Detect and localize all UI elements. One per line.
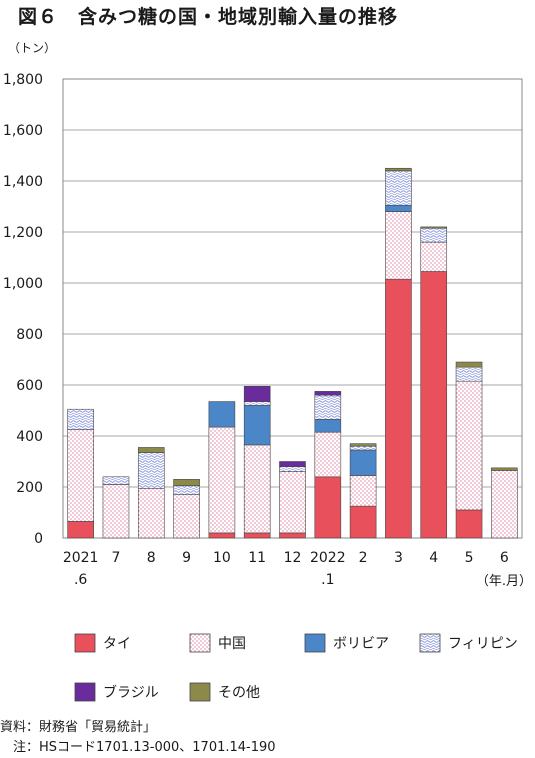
bar-segment [349,443,377,447]
bar-segment [349,449,377,476]
bar-segment [243,405,271,446]
bar-segment [67,429,94,522]
legend-label: フィリピン [448,636,518,652]
note-text: 注：HSコード1701.13-000、1701.14-190 [0,740,276,755]
x-tick-sublabel: .1 [321,572,334,588]
bar-segment [173,479,200,487]
x-tick-label: 5 [465,550,474,566]
x-tick-label: 12 [284,550,302,566]
y-tick-label: 1,600 [3,123,43,139]
bar-segment [491,467,518,471]
bar-segment [314,391,342,396]
y-tick-label: 1,200 [3,225,43,241]
bar-segment [279,466,306,473]
bar-segment [243,532,271,539]
legend-swatch [189,682,211,702]
x-tick-label: 10 [213,550,231,566]
x-tick-label: 11 [248,550,266,566]
legend-label: 中国 [218,636,246,652]
stacked-bar-chart: 0 200 400 600 800 1,000 1,200 1,400 1,600 1,800 （ト… [3,41,532,702]
bar-segment [420,271,448,539]
y-unit-label: （トン） [8,41,56,55]
x-tick-label: 2 [359,550,368,566]
bar-segment [455,361,483,368]
bar-segment [208,401,236,428]
y-tick-label: 600 [16,378,43,394]
x-tick-label: 3 [394,550,403,566]
bar-segment [314,419,342,433]
bar-segment [314,431,342,478]
bar-segment [491,470,518,539]
bar-segment [420,226,448,229]
legend-label: その他 [218,685,260,701]
bar-segment [385,211,412,280]
x-tick-label: 4 [429,550,438,566]
chart-title: 図６ 含みつ糖の国・地域別輸入量の推移 [18,6,399,28]
bar-segment [455,509,483,539]
bar-segment [349,445,377,451]
bar-segment [243,401,271,406]
legend-swatch [74,633,96,653]
bar-segment [314,476,342,539]
bar-segment [349,475,377,507]
x-tick-label: 2022 [310,550,346,566]
y-tick-label: 0 [34,531,43,547]
bar-segment [137,452,165,489]
legend-swatch [304,633,326,653]
bar-segment [314,394,342,420]
bar-segment [455,366,483,382]
y-tick-label: 1,400 [3,174,43,190]
y-tick-label: 400 [16,429,43,445]
bar-segment [349,505,377,539]
x-unit-label: （年.月） [476,574,532,589]
legend-label: ブラジル [103,684,159,701]
x-tick-label: 6 [500,550,509,566]
source-note: 資料：財務省「貿易統計」 注：HSコード1701.13-000、1701.14-… [0,718,276,758]
bar-segment [173,494,200,539]
legend-swatch [419,633,441,653]
bar-segment [385,204,412,212]
bar-segment [279,461,306,467]
x-tick-label: 9 [182,550,191,566]
bar-segment [243,444,271,534]
legend-label: ボリビア [333,636,389,652]
x-tick-label: 8 [147,550,156,566]
y-tick-label: 1,000 [3,276,43,292]
bar-segment [102,484,130,539]
y-tick-label: 200 [16,480,43,496]
bar-segment [385,278,412,539]
bar-segment [385,170,412,206]
bar-segment [279,532,306,539]
bar-segment [420,227,448,243]
bar-segment [102,476,130,485]
legend-swatch [74,682,96,702]
bar-segment [208,532,236,539]
bar-segment [243,385,271,402]
y-tick-label: 800 [16,327,43,343]
legend-swatch [189,633,211,653]
bar-segment [173,485,200,495]
x-tick-sublabel: .6 [74,572,87,588]
bar-segment [67,521,94,539]
legend-label: タイ [103,636,131,652]
bar-segment [455,380,483,511]
bar-segment [137,487,165,539]
y-tick-label: 1,800 [3,72,43,88]
bar-segment [67,408,94,430]
x-tick-label: 7 [112,550,121,566]
bar-segment [385,167,412,172]
bar-segment [208,426,236,534]
bar-segment [137,447,165,453]
x-tick-label: 2021 [63,550,99,566]
bar-segment [420,241,448,272]
bar-segment [279,471,306,534]
source-text: 資料：財務省「貿易統計」 [0,720,157,735]
